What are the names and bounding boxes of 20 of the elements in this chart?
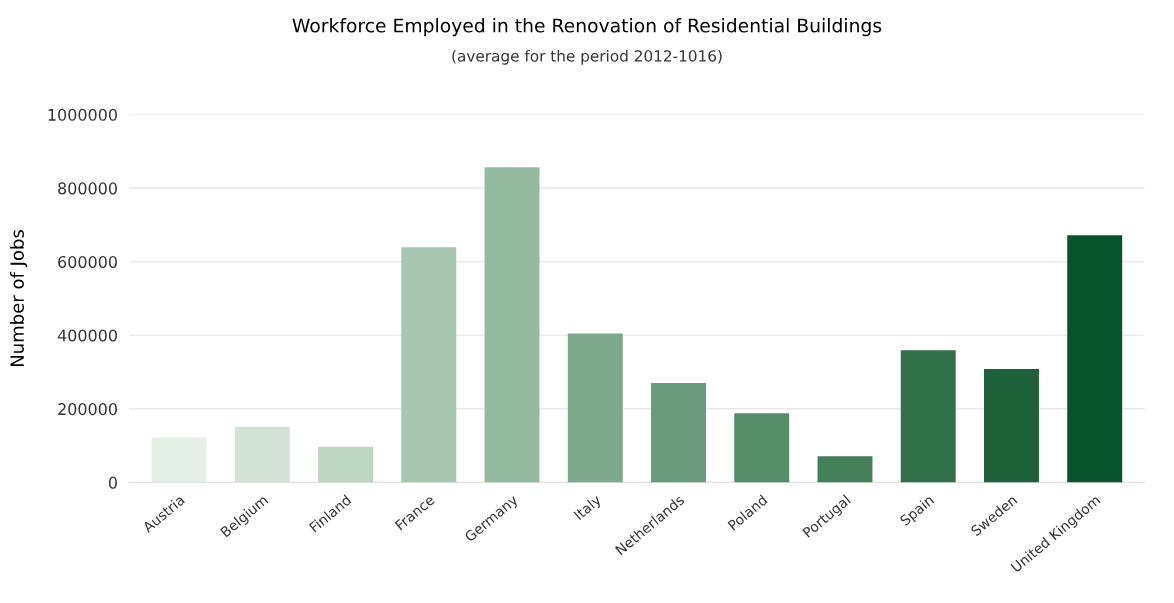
y-tick-label: 0 [108, 476, 117, 489]
y-tick-label: 200000 [58, 403, 117, 416]
bar [900, 350, 956, 483]
y-tick-label: 600000 [58, 255, 117, 268]
chart-title: Workforce Employed in the Renovation of Residential Buildings [292, 18, 882, 37]
chart-subtitle: (average for the period 2012-1016) [452, 49, 722, 65]
y-axis-title: Number of Jobs [9, 230, 28, 367]
bar [318, 446, 374, 483]
bar [817, 456, 873, 483]
bar [734, 413, 790, 483]
bar [984, 369, 1039, 483]
bar [567, 333, 623, 483]
bar [401, 247, 457, 483]
bar [484, 167, 540, 483]
y-tick-label: 800000 [58, 182, 117, 195]
bar [1067, 235, 1123, 483]
y-tick-label: 1000000 [48, 108, 117, 121]
y-tick-label: 400000 [57, 329, 117, 342]
bar [234, 426, 290, 483]
bar [651, 383, 706, 483]
